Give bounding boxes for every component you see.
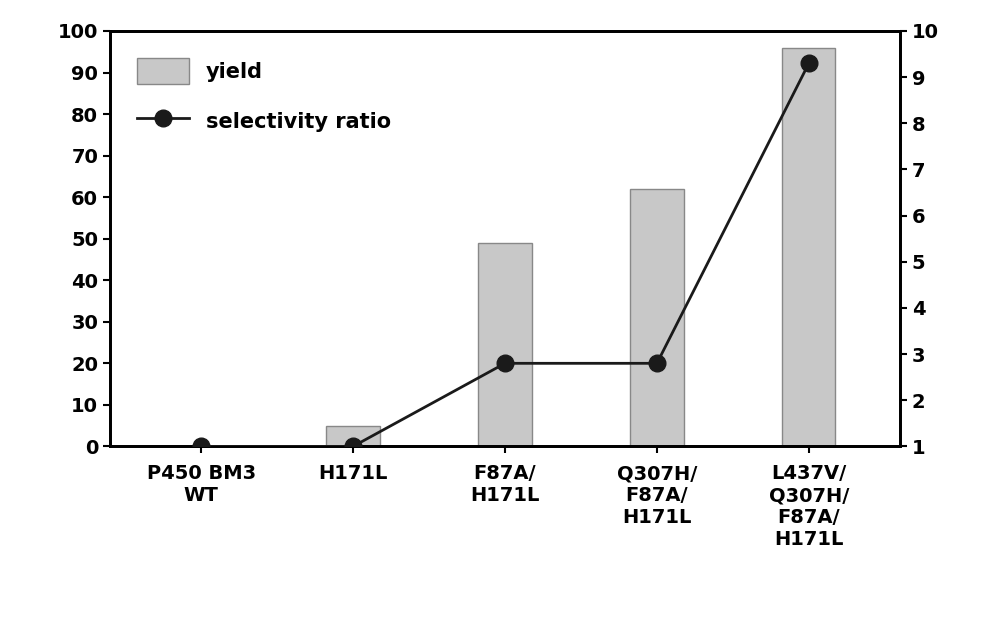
Legend: yield, selectivity ratio: yield, selectivity ratio xyxy=(120,42,408,151)
Bar xyxy=(478,243,532,446)
Bar xyxy=(782,48,835,446)
Bar xyxy=(326,425,380,446)
Bar xyxy=(630,189,684,446)
